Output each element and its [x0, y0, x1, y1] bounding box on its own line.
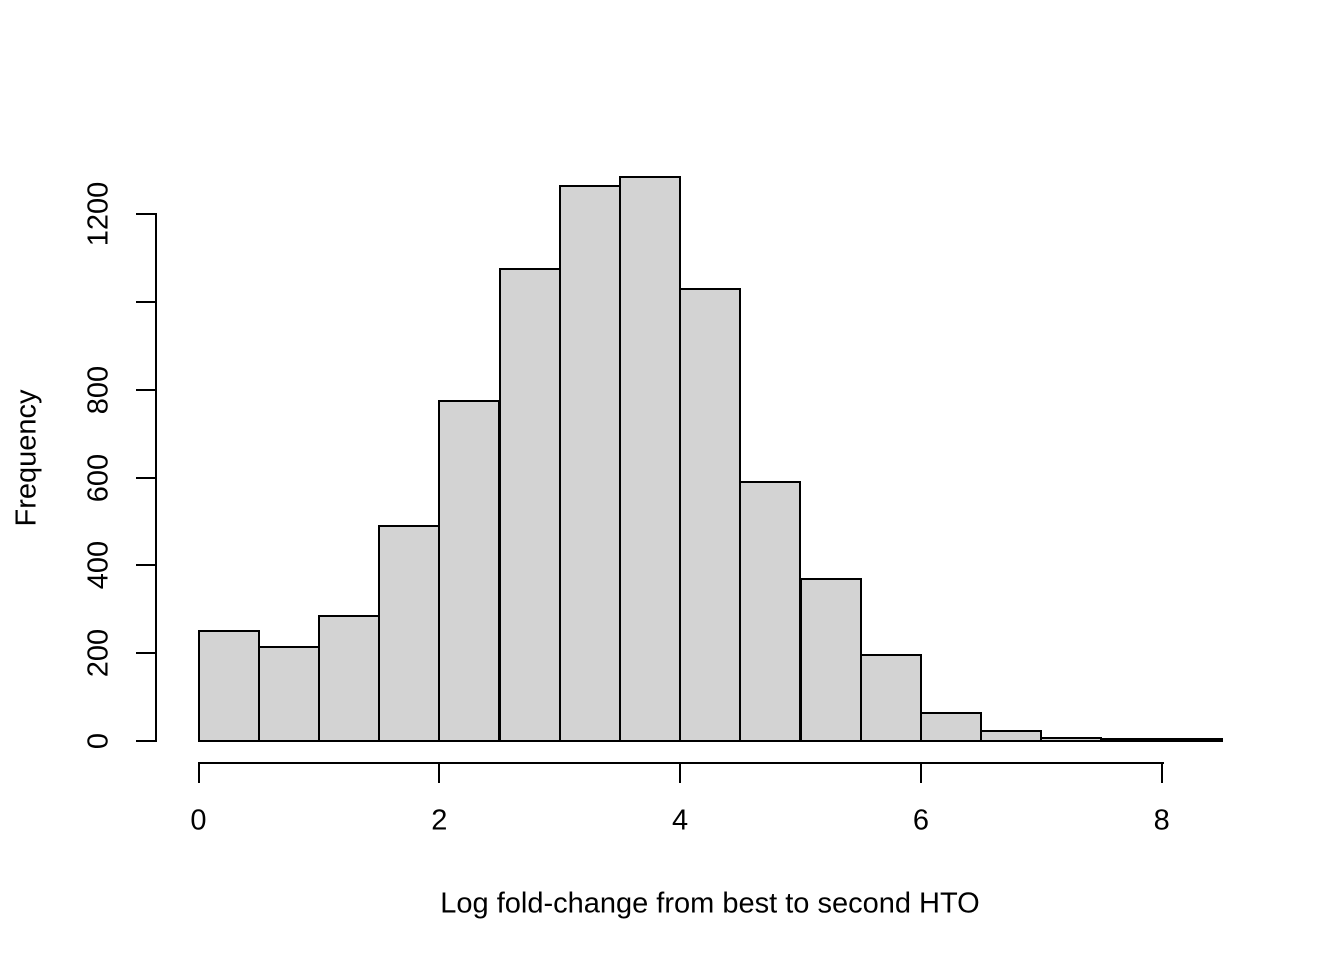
- y-axis-line: [155, 213, 157, 742]
- y-tick-label: 400: [82, 541, 115, 590]
- x-axis-tick: [1160, 763, 1163, 783]
- y-tick-label: 600: [82, 453, 115, 502]
- x-tick-label: 0: [190, 804, 207, 837]
- histogram-bar: [1100, 738, 1163, 742]
- histogram-bar: [317, 614, 381, 742]
- y-tick-label: 1200: [82, 181, 115, 247]
- x-axis-tick: [679, 763, 682, 783]
- y-tick-label: 200: [82, 628, 115, 678]
- y-tick-label: 0: [82, 732, 115, 750]
- histogram-bar: [799, 577, 862, 742]
- histogram-bar: [1040, 737, 1103, 742]
- y-axis-tick: [136, 476, 156, 479]
- histogram-bar: [859, 654, 922, 742]
- histogram-bar: [919, 711, 983, 742]
- histogram-bar: [558, 184, 621, 742]
- x-tick-label: 2: [431, 804, 448, 837]
- x-axis-tick: [438, 763, 441, 783]
- x-axis-tick: [197, 763, 200, 783]
- y-axis-tick: [136, 564, 156, 567]
- y-axis-title: Frequency: [10, 389, 43, 527]
- y-axis-tick: [136, 213, 156, 216]
- histogram-bar: [739, 481, 802, 742]
- y-axis-tick: [136, 652, 156, 655]
- histogram-bar: [257, 645, 320, 742]
- histogram-bar: [378, 524, 441, 742]
- histogram-bar: [1160, 738, 1223, 742]
- histogram-bar: [197, 630, 260, 742]
- x-tick-label: 6: [912, 804, 929, 837]
- histogram-bar: [498, 268, 561, 742]
- y-axis-tick: [136, 740, 156, 742]
- x-tick-label: 8: [1153, 804, 1170, 837]
- y-axis-tick: [136, 301, 156, 303]
- histogram-bar: [980, 730, 1043, 742]
- histogram-bar: [438, 399, 501, 742]
- histogram-bar: [618, 175, 682, 742]
- x-axis-title: Log fold-change from best to second HTO: [440, 887, 980, 920]
- y-axis-tick: [136, 388, 156, 391]
- histogram-bar: [679, 287, 742, 742]
- x-axis-tick: [919, 763, 922, 783]
- y-tick-label: 800: [82, 365, 115, 414]
- x-tick-label: 4: [672, 804, 689, 837]
